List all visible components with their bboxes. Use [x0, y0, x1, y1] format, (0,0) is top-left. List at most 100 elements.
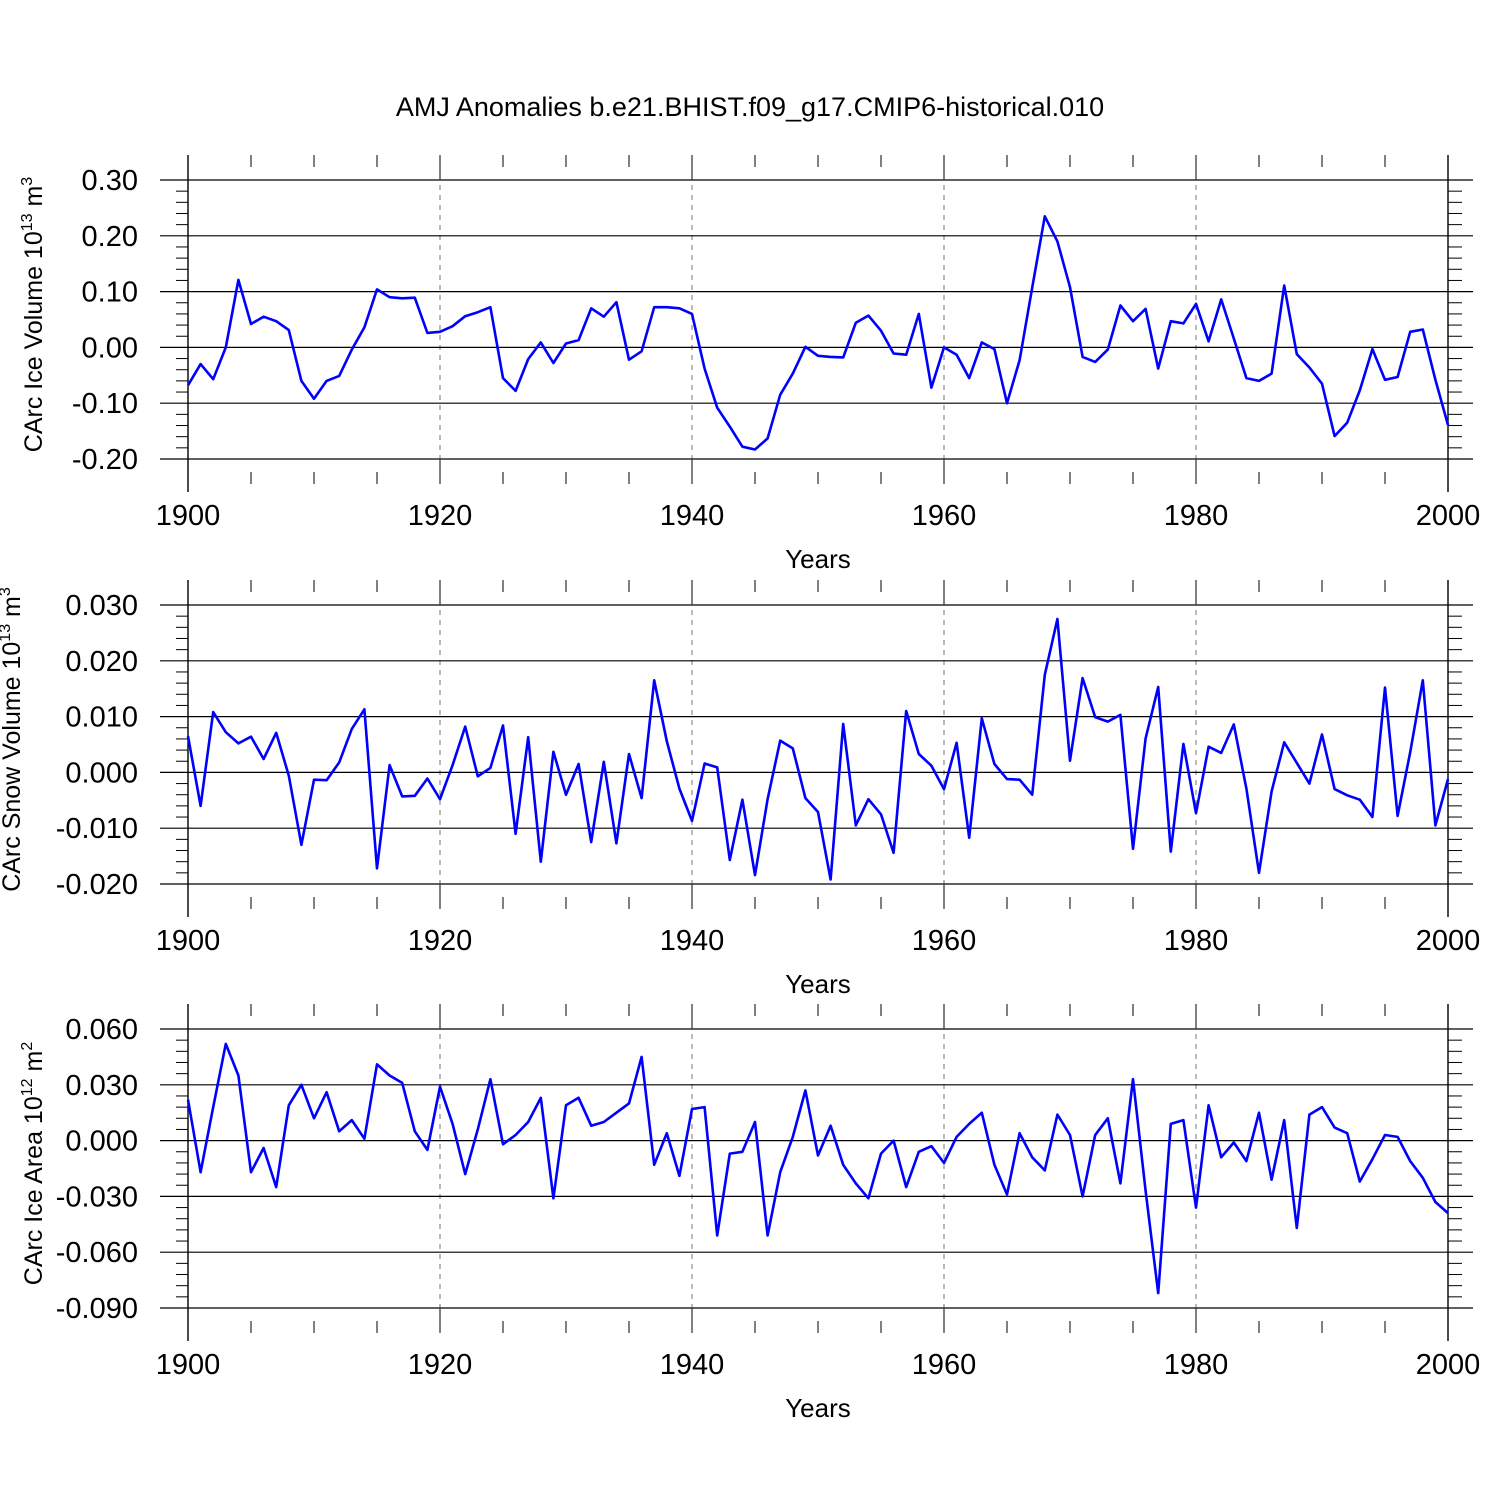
data-point [338, 375, 340, 377]
data-point [565, 1104, 567, 1106]
data-point [1195, 1206, 1197, 1209]
data-point [187, 1099, 189, 1101]
data-point [1107, 1117, 1109, 1119]
data-point [351, 349, 353, 351]
data-point [477, 1128, 479, 1131]
data-point [1094, 1134, 1096, 1136]
data-point [1434, 379, 1436, 381]
data-point [552, 751, 555, 753]
data-point [1107, 349, 1109, 351]
data-point [1321, 1106, 1323, 1108]
data-point [452, 325, 454, 327]
data-point [540, 1097, 542, 1099]
data-point [729, 1153, 731, 1155]
data-point [1422, 679, 1424, 681]
data-point [1296, 762, 1298, 764]
data-point [704, 1106, 706, 1108]
data-point [237, 742, 239, 744]
data-point [1384, 1134, 1386, 1136]
data-point [439, 331, 441, 333]
data-point [414, 297, 416, 299]
data-point [590, 307, 592, 309]
data-point [880, 1153, 882, 1155]
data-point [968, 1123, 970, 1125]
data-point [187, 384, 189, 386]
data-point [565, 794, 567, 796]
data-point [1182, 322, 1184, 325]
data-point [918, 1151, 920, 1153]
data-point [666, 740, 668, 742]
x-tick-label: 1960 [912, 1349, 977, 1381]
data-point [1220, 1156, 1222, 1158]
data-point [1220, 752, 1222, 754]
data-point [1019, 359, 1021, 361]
x-tick-label: 1960 [912, 500, 977, 532]
data-point [300, 844, 302, 846]
data-point [552, 362, 555, 364]
x-axis-title: Years [785, 1393, 851, 1423]
data-point [338, 1130, 340, 1132]
data-point [326, 779, 328, 781]
data-point [1069, 760, 1071, 762]
data-point [1208, 340, 1210, 342]
data-point [237, 1074, 239, 1077]
data-point [968, 837, 970, 839]
data-point [943, 1162, 945, 1164]
data-point [1006, 778, 1008, 780]
data-point [918, 753, 920, 755]
data-point [1245, 787, 1247, 790]
data-point [981, 1112, 983, 1114]
data-point [893, 352, 895, 355]
data-point [1119, 1182, 1121, 1184]
x-tick-label: 1940 [660, 925, 725, 957]
data-point [956, 742, 958, 744]
y-tick-label: 0.10 [82, 277, 138, 309]
data-point [867, 1197, 870, 1199]
data-point [1409, 751, 1411, 753]
data-point [1044, 215, 1046, 217]
data-point [741, 799, 744, 801]
data-point [1069, 286, 1071, 288]
data-point [376, 288, 378, 290]
data-point [1409, 1160, 1411, 1162]
data-point [275, 1186, 277, 1188]
data-point [1056, 1113, 1058, 1116]
data-point [767, 798, 769, 800]
data-point [275, 732, 277, 734]
data-point [502, 1143, 504, 1145]
data-point [1409, 331, 1411, 333]
data-point [1321, 383, 1323, 385]
data-point [691, 820, 693, 822]
data-point [389, 296, 391, 298]
y-tick-label: 0.060 [65, 1014, 138, 1046]
data-point [779, 394, 781, 396]
data-point [1132, 848, 1134, 850]
data-point [1447, 778, 1449, 780]
data-point [187, 735, 189, 737]
data-point [489, 767, 491, 769]
data-point [212, 1106, 214, 1108]
data-point [389, 1074, 391, 1077]
panel-ice-area: -0.090 -0.060 -0.030 0.000 0.030 0.060 1900 192… [19, 1004, 1480, 1423]
y-tick-label: 0.00 [82, 332, 138, 364]
data-point [288, 775, 290, 777]
data-point [867, 798, 870, 800]
data-point [1082, 1195, 1084, 1197]
data-point [1334, 1126, 1336, 1129]
data-point [905, 354, 907, 356]
data-point [1119, 714, 1121, 716]
data-point [250, 736, 252, 738]
data-point [439, 1086, 441, 1088]
data-point [1182, 1119, 1184, 1121]
data-point [275, 320, 277, 322]
y-tick-label: -0.030 [56, 1181, 138, 1213]
data-point [653, 306, 655, 308]
data-point [1132, 1078, 1134, 1080]
data-point [956, 1136, 958, 1138]
data-point [830, 878, 832, 881]
x-tick-label: 1940 [660, 500, 725, 532]
data-point [1397, 376, 1399, 378]
data-point [641, 1056, 643, 1058]
data-point [389, 764, 391, 766]
data-point [1308, 782, 1310, 785]
